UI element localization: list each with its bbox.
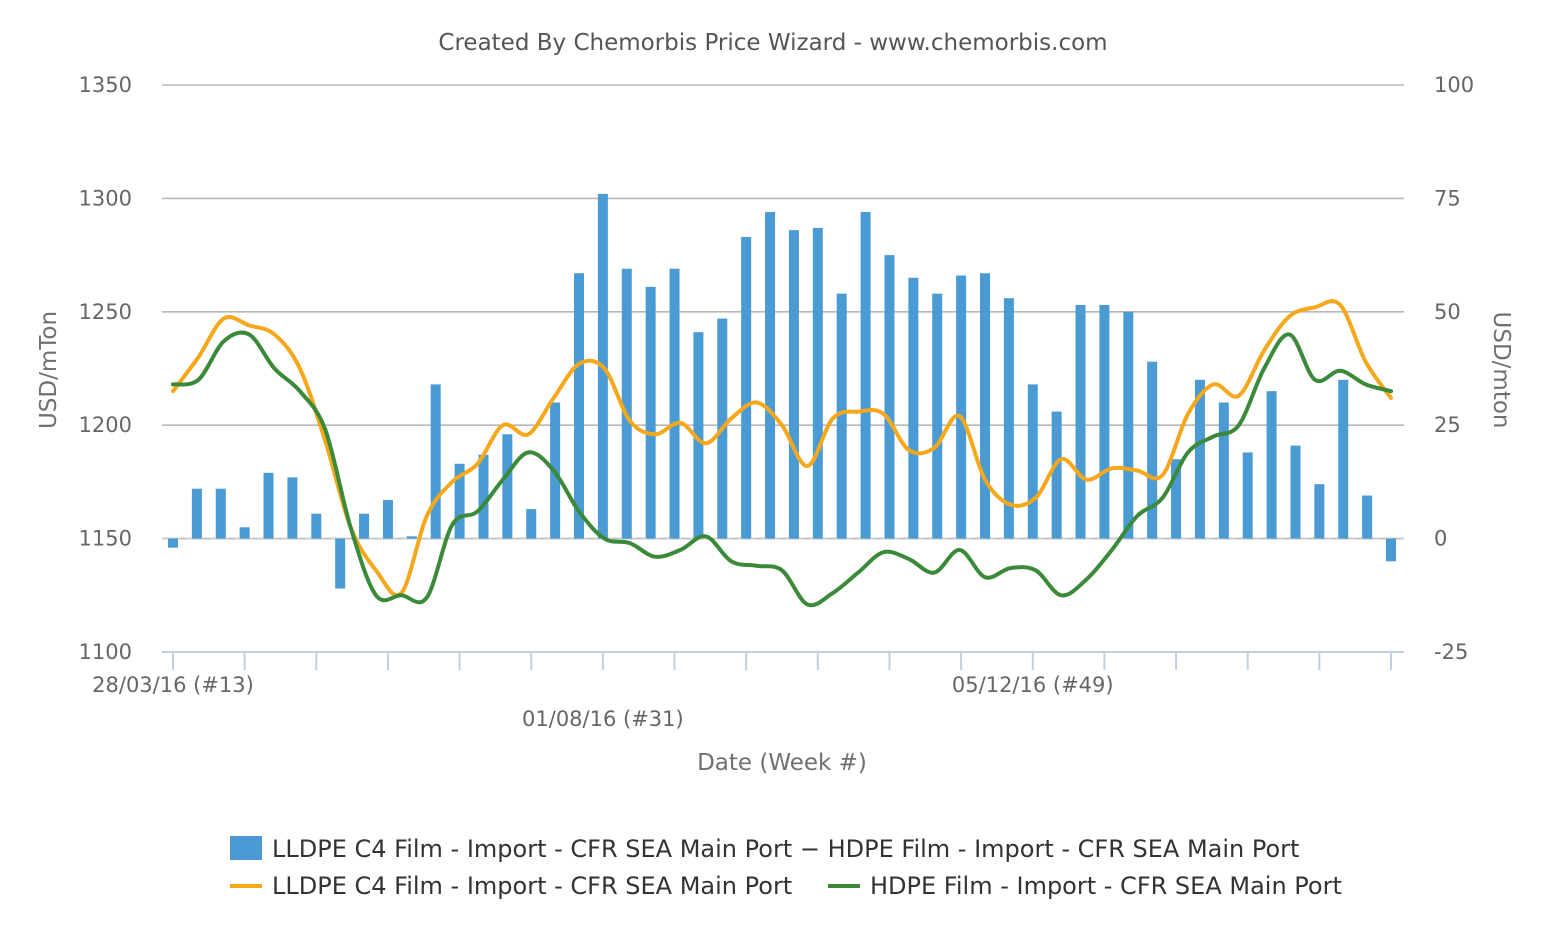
bar (1027, 384, 1038, 539)
y-left-tick-label: 1150 (79, 527, 132, 551)
legend-bar-swatch (230, 836, 262, 860)
bar (860, 212, 871, 539)
bar (287, 477, 298, 539)
bar (335, 538, 346, 589)
bar (1075, 304, 1086, 539)
bar (454, 463, 465, 539)
bar (382, 500, 393, 539)
bar (502, 434, 513, 539)
y-right-tick-label: -25 (1434, 640, 1468, 664)
y-left-tick-label: 1250 (79, 300, 132, 324)
bar (621, 268, 632, 539)
bar (1051, 411, 1062, 539)
bar (1218, 402, 1229, 539)
bar (430, 384, 441, 539)
bar (1266, 391, 1277, 539)
y-axis-left-title: USD/mTon (36, 311, 62, 429)
bar (788, 230, 799, 539)
bar (239, 527, 250, 539)
bar (956, 275, 967, 539)
y-right-tick-label: 50 (1434, 300, 1461, 324)
bar (1242, 452, 1253, 539)
bar (693, 332, 704, 539)
bar (168, 538, 178, 548)
bar (932, 293, 943, 539)
y-right-tick-label: 25 (1434, 413, 1461, 437)
bar (1386, 538, 1396, 562)
x-tick-label: 01/08/16 (#31) (522, 707, 684, 731)
bar (645, 286, 656, 539)
bar (215, 488, 226, 539)
y-left-tick-label: 1200 (79, 413, 132, 437)
bar (765, 212, 776, 539)
bar (1290, 445, 1301, 539)
x-tick-label: 28/03/16 (#13) (92, 673, 254, 697)
legend-lldpe-label: LLDPE C4 Film - Import - CFR SEA Main Po… (272, 872, 792, 900)
x-tick-label: 05/12/16 (#49) (952, 673, 1114, 697)
bar (884, 255, 895, 539)
bar (526, 509, 537, 539)
y-right-tick-label: 0 (1434, 527, 1447, 551)
bar (1099, 304, 1110, 539)
bar (1362, 495, 1373, 539)
y-left-tick-label: 1350 (79, 73, 132, 97)
y-axis-right-title: USD/mton (1488, 312, 1514, 429)
bar (1194, 379, 1205, 539)
bar (836, 293, 847, 539)
bar (1338, 379, 1349, 539)
legend-hdpe-label: HDPE Film - Import - CFR SEA Main Port (870, 872, 1342, 900)
bar (908, 277, 919, 539)
bar (574, 273, 584, 539)
axis-layer: 1350 1300 1250 1200 1150 1100 100 75 50 25 0 -25 28/… (79, 73, 1475, 731)
legend-item-hdpe[interactable]: HDPE Film - Import - CFR SEA Main Port (828, 872, 1342, 900)
bar (1314, 484, 1325, 539)
lines-layer (171, 299, 1393, 608)
x-axis-title: Date (Week #) (697, 750, 867, 776)
bar (1003, 298, 1014, 539)
y-right-tick-label: 100 (1434, 73, 1474, 97)
series-line-hdpe (171, 330, 1393, 608)
bar (1147, 361, 1158, 539)
y-right-tick-label: 75 (1434, 186, 1461, 210)
bar (1171, 459, 1182, 539)
legend-item-lldpe[interactable]: LLDPE C4 Film - Import - CFR SEA Main Po… (230, 872, 792, 900)
legend-bar-label: LLDPE C4 Film - Import - CFR SEA Main Po… (272, 835, 1299, 863)
legend-item-bar[interactable]: LLDPE C4 Film - Import - CFR SEA Main Po… (230, 835, 1299, 863)
bar (812, 227, 823, 539)
y-left-tick-label: 1300 (79, 186, 132, 210)
bar (1123, 311, 1134, 539)
grid-layer (162, 84, 1404, 540)
bar (741, 236, 752, 539)
bar (980, 273, 990, 539)
series-line-lldpe (171, 299, 1393, 598)
chart-title: Created By Chemorbis Price Wizard - www.… (438, 30, 1107, 56)
bar (191, 488, 202, 539)
legend: LLDPE C4 Film - Import - CFR SEA Main Po… (230, 835, 1342, 900)
bar (669, 268, 680, 539)
bar (311, 513, 322, 539)
bar (406, 536, 417, 539)
bar (478, 454, 489, 539)
bar (263, 472, 274, 539)
bar (359, 513, 370, 539)
y-left-tick-label: 1100 (79, 640, 132, 664)
